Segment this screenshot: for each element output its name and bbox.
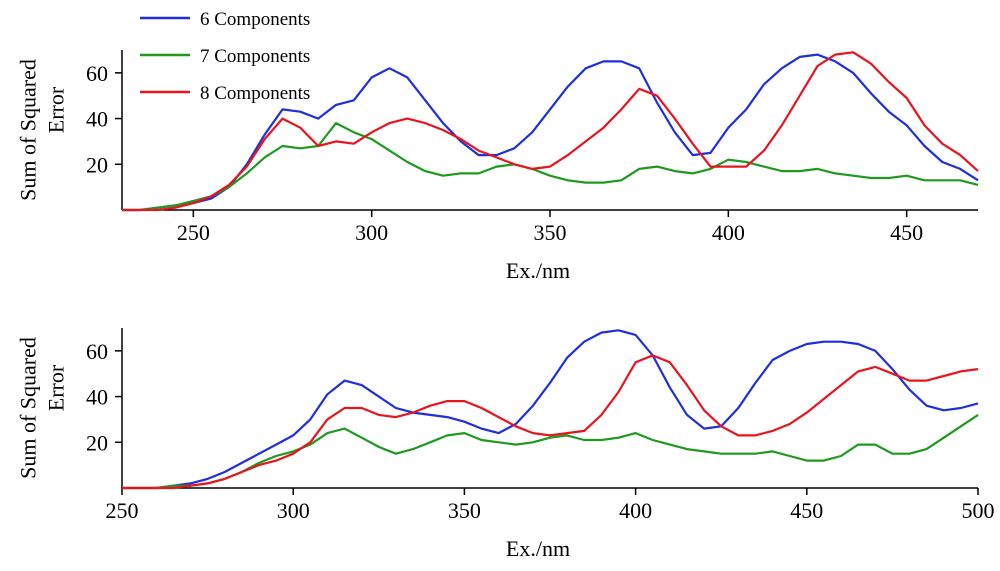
x-tick-label: 400 bbox=[712, 220, 745, 245]
x-tick-label: 350 bbox=[448, 498, 481, 523]
y-axis-title-line2: Error bbox=[44, 86, 69, 133]
series-line-6-components bbox=[122, 53, 979, 212]
x-tick-label: 300 bbox=[355, 220, 388, 245]
y-tick-label: 40 bbox=[86, 107, 108, 132]
x-axis-title: Ex./nm bbox=[506, 536, 570, 561]
series-line-7-components bbox=[122, 121, 979, 212]
y-tick-label: 60 bbox=[86, 339, 108, 364]
y-tick-label: 20 bbox=[86, 152, 108, 177]
x-tick-label: 300 bbox=[277, 498, 310, 523]
y-tick-label: 40 bbox=[86, 385, 108, 410]
x-tick-label: 500 bbox=[962, 498, 995, 523]
y-axis-title-line2: Error bbox=[44, 364, 69, 411]
legend-label-8-components: 8 Components bbox=[200, 83, 310, 104]
x-tick-label: 400 bbox=[619, 498, 652, 523]
x-tick-label: 250 bbox=[106, 498, 139, 523]
x-tick-label: 450 bbox=[790, 498, 823, 523]
legend: 6 Components 7 Components 8 Components bbox=[140, 9, 310, 104]
plot-top: 250 300 350 400 450 20 40 60 Ex./nm Sum of Square… bbox=[16, 50, 979, 283]
series-line-6-components bbox=[122, 329, 979, 490]
series-line-8-components bbox=[122, 354, 979, 490]
x-tick-label: 450 bbox=[890, 220, 923, 245]
plot-bottom: 250 300 350 400 450 500 20 40 60 Ex./nm Sum of Squ… bbox=[16, 328, 995, 561]
legend-label-7-components: 7 Components bbox=[200, 46, 310, 67]
x-axis-title: Ex./nm bbox=[506, 258, 570, 283]
x-tick-label: 250 bbox=[177, 220, 210, 245]
legend-label-6-components: 6 Components bbox=[200, 9, 310, 30]
y-axis-title-line1: Sum of Squared bbox=[16, 337, 41, 479]
y-tick-label: 60 bbox=[86, 61, 108, 86]
y-axis-title-line1: Sum of Squared bbox=[16, 59, 41, 201]
x-tick-label: 350 bbox=[534, 220, 567, 245]
series-line-7-components bbox=[122, 413, 979, 490]
series-line-8-components bbox=[122, 51, 979, 212]
y-tick-label: 20 bbox=[86, 430, 108, 455]
